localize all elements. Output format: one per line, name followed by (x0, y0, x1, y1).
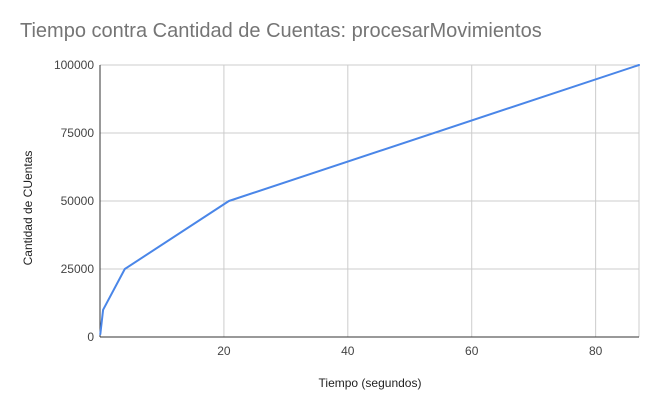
y-axis-label: Cantidad de CUentas (21, 151, 35, 266)
y-tick-label: 25000 (61, 262, 95, 276)
y-tick-label: 100000 (54, 58, 94, 72)
y-tick-label: 0 (87, 330, 94, 344)
y-tick-label: 50000 (61, 194, 95, 208)
x-tick-label: 80 (589, 344, 603, 358)
series-line (99, 64, 640, 336)
x-axis-label: Tiempo (segundos) (319, 376, 422, 390)
y-tick-label: 75000 (61, 126, 95, 140)
x-tick-label: 40 (341, 344, 355, 358)
chart-title: Tiempo contra Cantidad de Cuentas: proce… (20, 20, 542, 42)
series-lines (99, 64, 640, 336)
x-tick-label: 20 (217, 344, 231, 358)
x-tick-label: 60 (465, 344, 479, 358)
gridlines (99, 64, 640, 338)
tick-labels: 0 25000 50000 75000 100000 20 40 60 80 (54, 58, 603, 358)
